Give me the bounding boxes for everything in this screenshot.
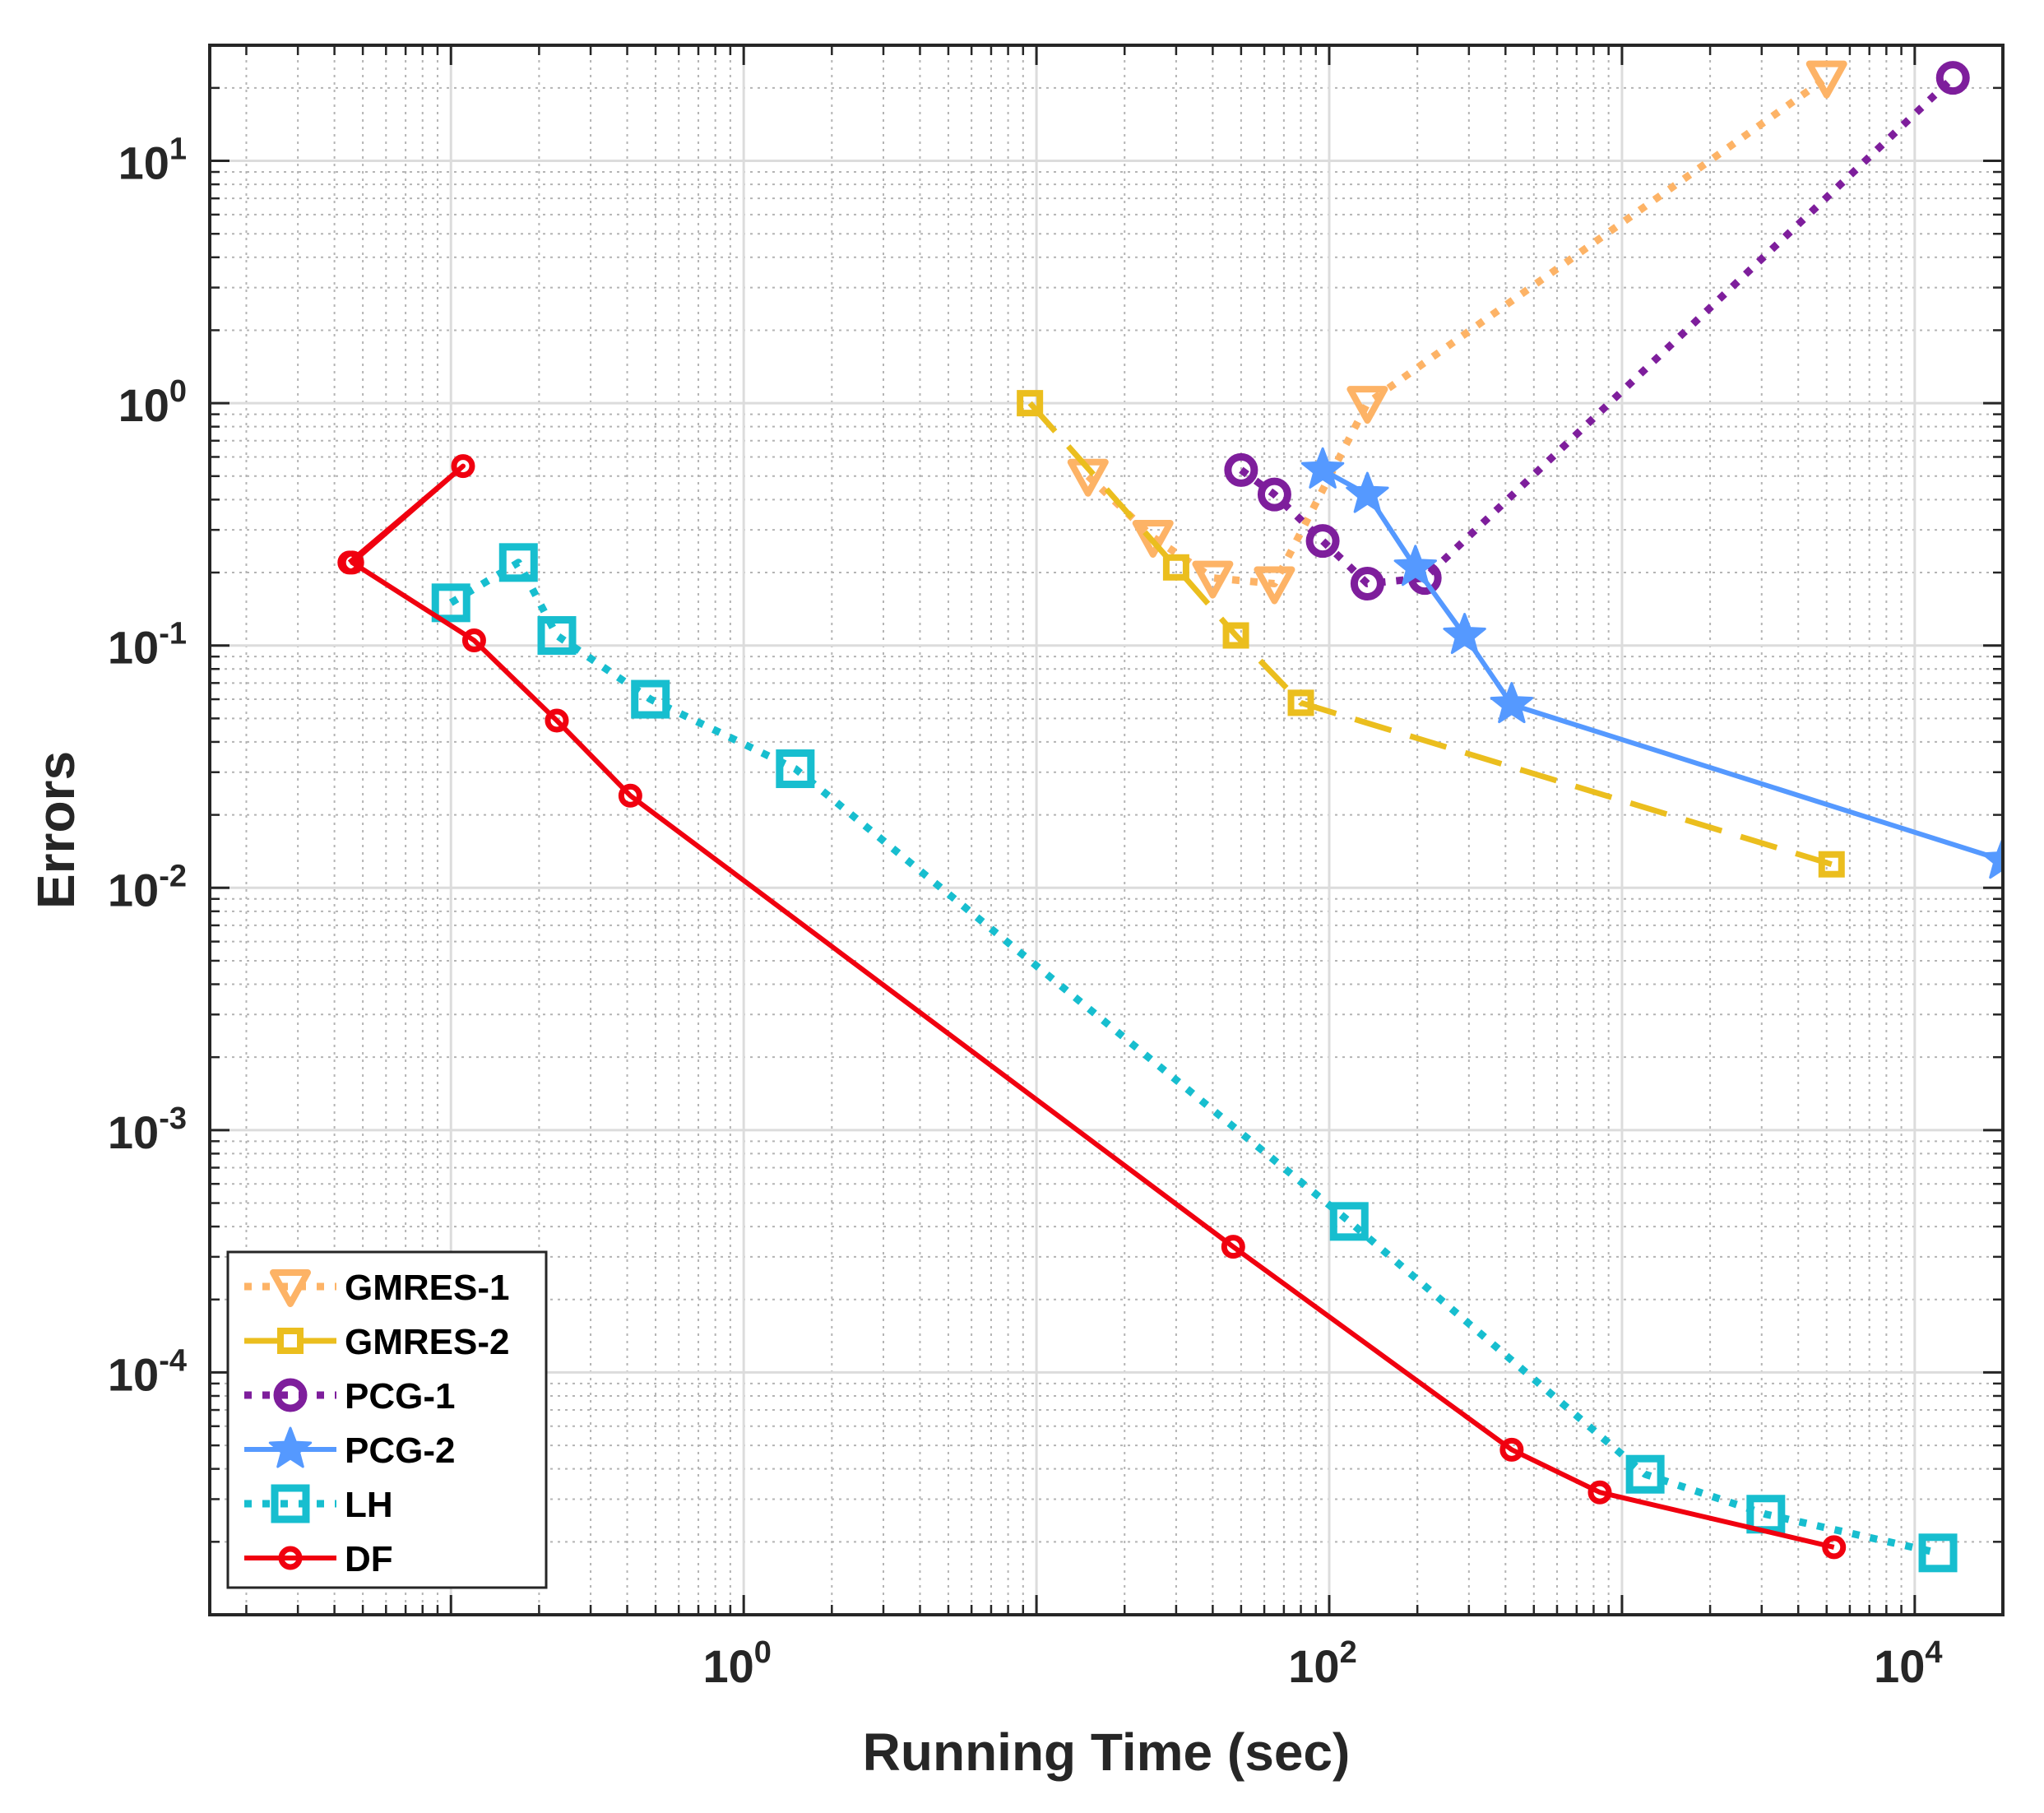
legend-item-gmres-1: GMRES-1 xyxy=(244,1268,509,1308)
series-layer xyxy=(337,60,2003,1573)
series-line-df xyxy=(347,463,1835,1550)
legend-box xyxy=(226,1250,548,1589)
series-gmres-2 xyxy=(1017,390,1845,878)
axes-box xyxy=(208,44,2005,1616)
legend-item-pcg-1: PCG-1 xyxy=(244,1376,455,1417)
data-point-gmres-2 xyxy=(1017,390,1044,417)
data-point-df xyxy=(1822,1535,1847,1560)
data-point-gmres-1 xyxy=(1805,60,1847,99)
legend-marker-df xyxy=(278,1546,303,1570)
series-pcg-1 xyxy=(1224,61,1970,601)
data-point-gmres-2 xyxy=(1162,554,1189,581)
y-axis-label: Errors xyxy=(26,751,86,909)
legend: GMRES-1 GMRES-2 PCG-1 PCG-2 LH DF xyxy=(226,1250,548,1589)
data-point-pcg-1 xyxy=(1350,567,1384,601)
data-point-gmres-1 xyxy=(1132,519,1174,558)
data-point-pcg-1 xyxy=(1224,452,1258,487)
data-point-pcg-2 xyxy=(1300,447,1345,489)
y-tick-label: 10-4 xyxy=(108,1343,187,1400)
x-tick-label: 100 xyxy=(702,1635,771,1692)
data-point-lh xyxy=(631,679,670,719)
legend-marker-pcg-2 xyxy=(268,1426,313,1468)
series-df xyxy=(337,454,1847,1560)
legend-marker-lh xyxy=(271,1484,310,1523)
series-line-gmres-1 xyxy=(1085,75,1829,587)
y-tick-label: 100 xyxy=(118,374,187,431)
data-point-lh xyxy=(498,543,538,582)
data-point-lh xyxy=(431,583,470,623)
legend-item-gmres-2: GMRES-2 xyxy=(244,1322,509,1362)
legend-item-pcg-2: PCG-2 xyxy=(244,1426,455,1471)
legend-label-lh: LH xyxy=(345,1485,393,1525)
data-point-pcg-2 xyxy=(1443,613,1486,654)
y-tick-label: 10-2 xyxy=(108,859,187,916)
x-tick-labels: 100 102 104 xyxy=(702,1635,1942,1692)
series-lh xyxy=(431,543,1958,1573)
series-gmres-1 xyxy=(1067,60,1847,605)
legend-item-df: DF xyxy=(244,1539,393,1579)
data-point-df xyxy=(1587,1480,1612,1505)
data-point-gmres-1 xyxy=(1254,566,1295,605)
data-point-lh xyxy=(537,616,577,656)
y-tick-label: 101 xyxy=(118,132,187,189)
data-point-df xyxy=(461,628,486,652)
data-point-lh xyxy=(1329,1202,1369,1241)
legend-marker-pcg-1 xyxy=(273,1378,308,1412)
data-point-lh xyxy=(1625,1454,1665,1494)
data-point-lh xyxy=(776,749,815,789)
data-point-df xyxy=(1499,1437,1524,1462)
data-point-gmres-2 xyxy=(1818,851,1845,878)
legend-label-pcg-2: PCG-2 xyxy=(345,1430,455,1471)
data-point-lh xyxy=(1918,1533,1958,1573)
legend-marker-gmres-2 xyxy=(277,1328,304,1354)
data-point-pcg-2 xyxy=(1346,471,1389,513)
data-point-pcg-1 xyxy=(1305,524,1340,559)
data-point-pcg-2 xyxy=(1393,545,1437,587)
x-tick-label: 102 xyxy=(1288,1635,1356,1692)
y-tick-label: 10-1 xyxy=(108,617,187,674)
data-point-gmres-1 xyxy=(1192,560,1234,599)
data-point-pcg-1 xyxy=(1257,477,1291,512)
series-line-pcg-1 xyxy=(1239,75,1956,587)
data-point-gmres-1 xyxy=(1067,458,1109,497)
data-point-gmres-2 xyxy=(1222,622,1249,649)
x-tick-label: 104 xyxy=(1874,1635,1942,1692)
data-point-gmres-2 xyxy=(1287,689,1314,716)
data-point-df xyxy=(618,783,642,808)
y-tick-label: 10-3 xyxy=(108,1101,187,1158)
legend-label-gmres-1: GMRES-1 xyxy=(345,1268,509,1308)
data-point-pcg-2 xyxy=(1981,837,2003,879)
tick-marks xyxy=(210,44,2005,1616)
data-point-df xyxy=(545,708,569,733)
series-pcg-2 xyxy=(1300,447,2003,879)
legend-marker-gmres-1 xyxy=(270,1269,311,1307)
legend-label-df: DF xyxy=(345,1539,393,1579)
series-line-gmres-2 xyxy=(1027,401,1833,868)
legend-label-gmres-2: GMRES-2 xyxy=(345,1322,509,1362)
legend-label-pcg-1: PCG-1 xyxy=(345,1376,455,1417)
data-point-pcg-1 xyxy=(1935,61,1970,95)
data-point-pcg-2 xyxy=(1490,682,1534,724)
axis-frame xyxy=(208,44,2005,1616)
data-point-df xyxy=(340,550,364,575)
minor-grid xyxy=(210,45,2003,1615)
y-tick-labels: 10-4 10-3 10-2 10-1 100 101 xyxy=(108,132,187,1401)
data-point-df xyxy=(451,454,475,479)
legend-item-lh: LH xyxy=(244,1484,393,1525)
x-axis-label: Running Time (sec) xyxy=(863,1723,1351,1782)
series-line-lh xyxy=(448,559,1939,1557)
data-point-gmres-1 xyxy=(1346,386,1388,424)
data-point-df xyxy=(1221,1235,1245,1259)
